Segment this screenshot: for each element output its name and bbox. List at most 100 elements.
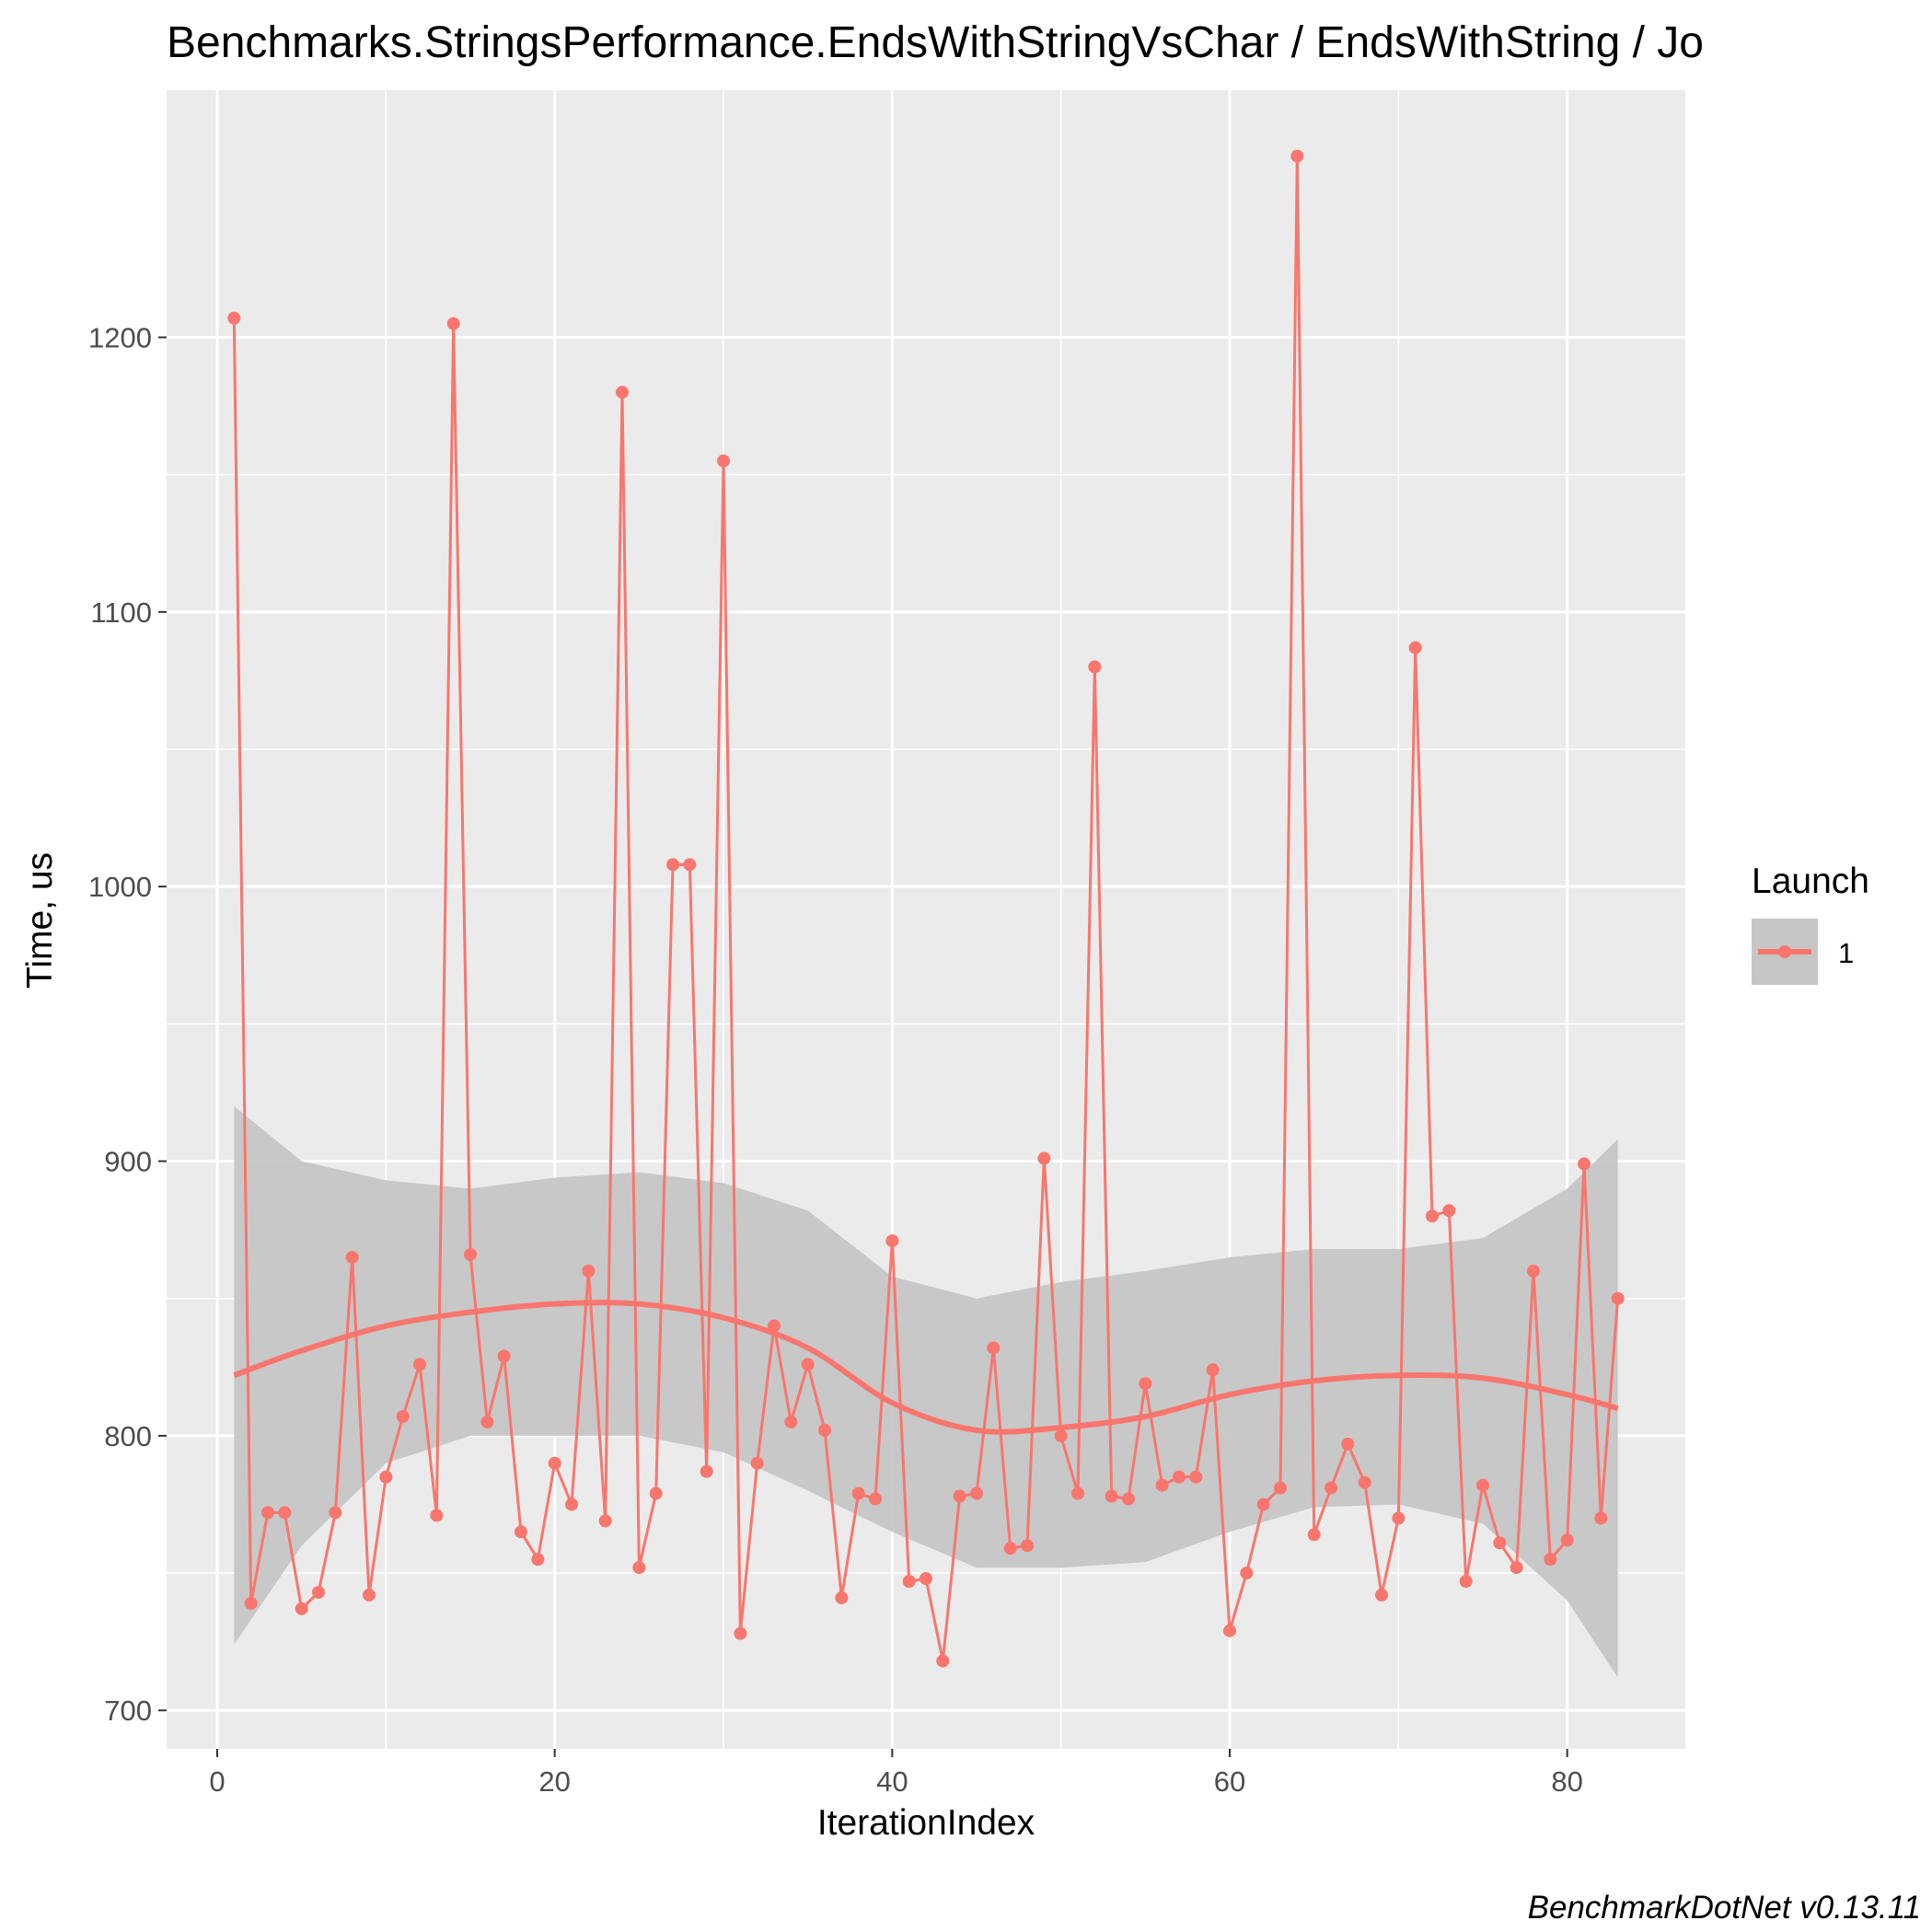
y-tick-label: 1100 [90, 596, 152, 629]
data-point [531, 1553, 545, 1567]
data-point [1122, 1492, 1135, 1506]
data-point [1256, 1498, 1270, 1511]
x-tick-label: 80 [1551, 1765, 1582, 1798]
data-point [1476, 1478, 1489, 1492]
data-point [666, 858, 679, 872]
data-point [582, 1264, 596, 1278]
data-point [515, 1525, 527, 1539]
data-point [464, 1247, 477, 1261]
data-point [1341, 1437, 1355, 1451]
data-point [1206, 1363, 1220, 1377]
data-point [818, 1423, 831, 1437]
data-point [312, 1585, 325, 1599]
data-point [261, 1506, 274, 1520]
smooth-line [233, 1300, 1619, 1435]
data-point [1408, 641, 1422, 654]
data-point [616, 386, 629, 399]
data-point [1155, 1478, 1169, 1492]
data-point [632, 1561, 646, 1575]
data-point [1459, 1575, 1473, 1589]
data-point [768, 1319, 781, 1333]
x-tick-label: 60 [1214, 1765, 1245, 1798]
data-point [379, 1470, 393, 1484]
data-point [430, 1509, 444, 1522]
data-point [734, 1626, 747, 1640]
data-point [649, 1487, 663, 1500]
data-point [1426, 1209, 1439, 1223]
data-point [953, 1489, 966, 1503]
data-point [363, 1588, 376, 1602]
y-tick-label: 1200 [88, 322, 152, 354]
x-axis-ticks: 0 20 40 60 80 [209, 1749, 1583, 1798]
data-point [1307, 1528, 1321, 1542]
series-points [227, 149, 1625, 1668]
data-point [1290, 149, 1304, 163]
caption: BenchmarkDotNet v0.13.11 [1528, 1890, 1921, 1926]
data-point [295, 1602, 308, 1615]
data-point [784, 1415, 798, 1429]
data-point [801, 1358, 815, 1371]
legend-label: 1 [1838, 937, 1854, 969]
data-point [869, 1492, 882, 1506]
x-tick-label: 40 [876, 1765, 908, 1798]
data-point [1021, 1539, 1034, 1553]
data-point [1442, 1204, 1456, 1218]
data-point [1054, 1429, 1068, 1442]
data-point [1594, 1511, 1608, 1525]
data-point [1003, 1542, 1017, 1556]
y-axis-ticks: 700 800 900 1000 1100 1200 [88, 322, 167, 1727]
data-point [936, 1654, 950, 1668]
data-point [244, 1596, 258, 1610]
data-point [1358, 1475, 1371, 1489]
data-point [1173, 1470, 1186, 1484]
data-point [1223, 1624, 1236, 1637]
data-point [413, 1358, 426, 1371]
data-point [480, 1415, 494, 1429]
data-point [1189, 1470, 1203, 1484]
data-point [1375, 1588, 1388, 1602]
data-point [345, 1250, 359, 1264]
legend-title: Launch [1752, 862, 1869, 901]
data-point [920, 1572, 932, 1586]
data-point [1392, 1511, 1406, 1525]
legend-key-point [1778, 945, 1791, 958]
data-point [227, 311, 241, 325]
legend: Launch 1 [1752, 862, 1869, 985]
data-point [700, 1464, 713, 1478]
data-point [1544, 1553, 1557, 1567]
data-point [835, 1591, 849, 1604]
chart-title: Benchmarks.StringsPerformance.EndsWithSt… [167, 18, 1704, 67]
data-point [717, 454, 730, 468]
data-point [1611, 1291, 1625, 1305]
confidence-band [234, 1105, 1618, 1678]
data-point [885, 1234, 899, 1248]
data-point [598, 1514, 612, 1528]
data-point [1037, 1151, 1051, 1165]
data-point [1274, 1481, 1287, 1495]
data-point [278, 1506, 292, 1520]
x-tick-label: 20 [538, 1765, 570, 1798]
x-tick-label: 0 [209, 1765, 225, 1798]
data-point [1493, 1536, 1507, 1550]
data-point [1527, 1264, 1540, 1278]
data-point [902, 1575, 916, 1589]
y-tick-label: 700 [104, 1695, 152, 1727]
data-point [565, 1498, 578, 1511]
y-tick-label: 900 [104, 1146, 152, 1178]
data-point [1139, 1377, 1152, 1391]
data-point [683, 858, 697, 872]
data-point [851, 1487, 865, 1500]
data-point [1510, 1561, 1523, 1575]
data-point [1240, 1567, 1254, 1580]
data-point [329, 1506, 342, 1520]
data-point [1560, 1533, 1574, 1547]
y-tick-label: 1000 [88, 871, 152, 903]
data-point [1578, 1157, 1591, 1171]
x-axis-title: IterationIndex [817, 1803, 1035, 1843]
data-point [1088, 660, 1102, 674]
data-point [750, 1456, 764, 1470]
data-point [446, 317, 460, 330]
data-point [548, 1456, 561, 1470]
data-point [497, 1349, 511, 1363]
